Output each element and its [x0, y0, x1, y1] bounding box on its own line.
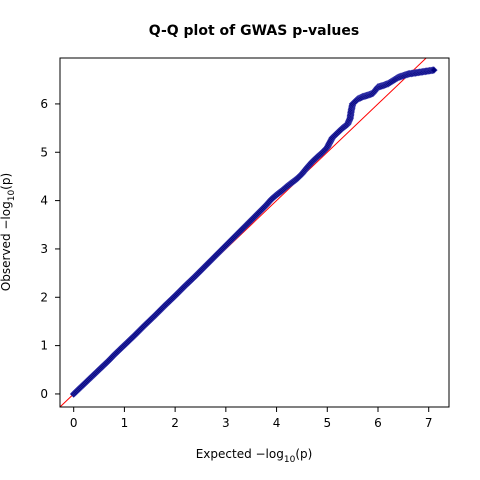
y-tick-label: 1 [40, 339, 48, 353]
x-tick-label: 3 [222, 416, 230, 430]
y-tick-label: 6 [40, 97, 48, 111]
x-tick-label: 1 [121, 416, 129, 430]
plot-frame [59, 57, 450, 408]
x-tick-label: 2 [171, 416, 179, 430]
y-axis-label-subscript: 10 [7, 190, 17, 202]
y-ticks: 0 1 2 3 4 5 6 [40, 97, 60, 401]
y-tick-label: 4 [40, 194, 48, 208]
x-ticks: 0 1 2 3 4 5 6 7 [70, 407, 433, 430]
x-axis-label-prefix: Expected −log [196, 447, 284, 461]
x-tick-label: 7 [425, 416, 433, 430]
plot-layer [60, 58, 438, 407]
chart-title: Q-Q plot of GWAS p-values [149, 23, 359, 39]
x-tick-label: 0 [70, 416, 78, 430]
x-tick-label: 4 [273, 416, 281, 430]
data-point [429, 66, 438, 74]
x-tick-label: 6 [374, 416, 382, 430]
y-axis-label-prefix: Observed −log [0, 201, 13, 291]
y-axis-label-suffix: (p) [0, 173, 13, 190]
y-axis-label: Observed −log10(p) [0, 173, 17, 291]
x-axis-label: Expected −log10(p) [196, 447, 313, 465]
x-tick-label: 5 [323, 416, 331, 430]
x-axis-label-subscript: 10 [284, 455, 296, 465]
y-tick-label: 2 [40, 290, 48, 304]
y-tick-label: 0 [40, 387, 48, 401]
y-tick-label: 3 [40, 242, 48, 256]
x-axis-label-suffix: (p) [295, 447, 312, 461]
y-tick-label: 5 [40, 145, 48, 159]
